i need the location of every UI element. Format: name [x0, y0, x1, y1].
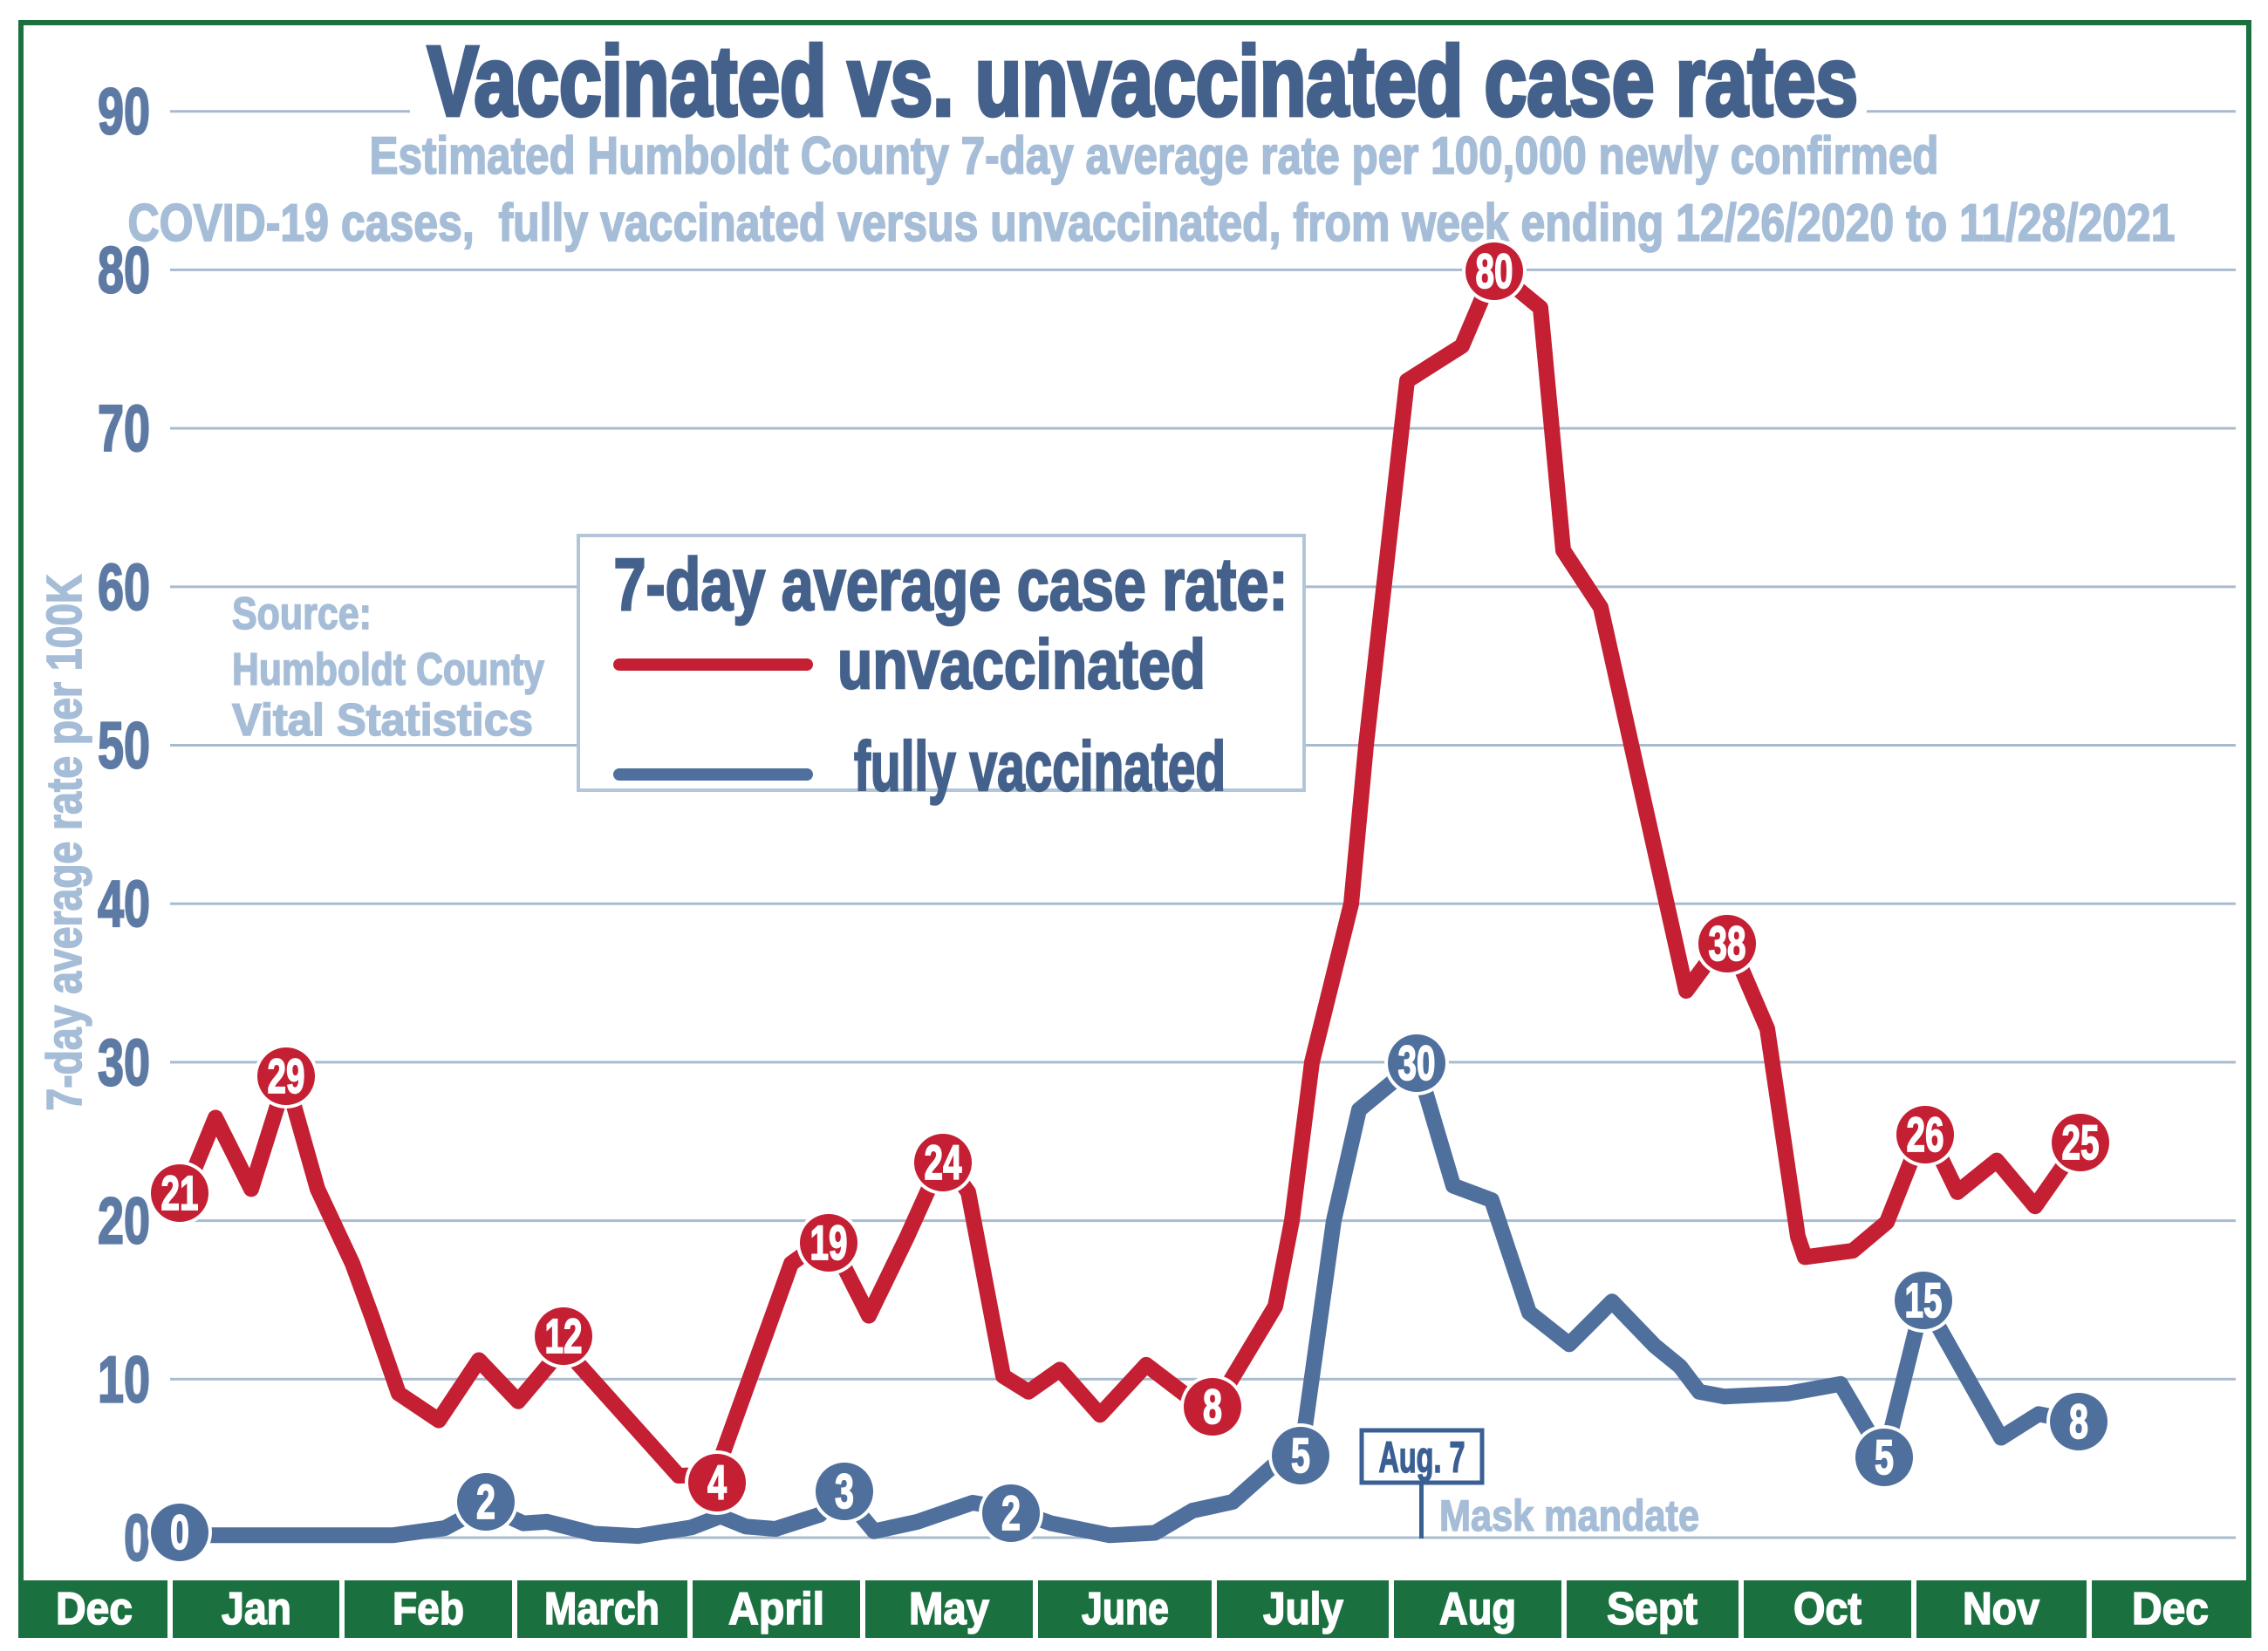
- svg-text:Humboldt County: Humboldt County: [232, 645, 544, 695]
- svg-text:Oct: Oct: [1793, 1584, 1862, 1634]
- svg-text:21: 21: [161, 1165, 199, 1220]
- svg-text:7-day average rate per 100K: 7-day average rate per 100K: [37, 575, 92, 1111]
- svg-text:Mask mandate: Mask mandate: [1439, 1491, 1699, 1540]
- svg-text:4: 4: [707, 1455, 727, 1510]
- svg-text:10: 10: [98, 1342, 150, 1416]
- svg-text:24: 24: [925, 1135, 962, 1190]
- svg-text:Vaccinated vs. unvaccinated ca: Vaccinated vs. unvaccinated case rates: [427, 26, 1858, 136]
- svg-text:8: 8: [1203, 1379, 1222, 1434]
- svg-text:0: 0: [170, 1504, 189, 1559]
- svg-text:Aug: Aug: [1439, 1584, 1516, 1634]
- svg-text:80: 80: [98, 233, 150, 306]
- svg-text:Jan: Jan: [222, 1584, 291, 1634]
- svg-text:20: 20: [98, 1184, 150, 1258]
- svg-text:fully vaccinated: fully vaccinated: [854, 727, 1226, 805]
- svg-text:2: 2: [476, 1474, 495, 1529]
- svg-text:Estimated Humboldt County 7-da: Estimated Humboldt County 7-day average …: [370, 126, 1939, 185]
- svg-text:Source:: Source:: [232, 589, 372, 639]
- svg-text:Nov: Nov: [1963, 1584, 2039, 1634]
- svg-text:26: 26: [1907, 1107, 1944, 1162]
- svg-text:Aug. 7: Aug. 7: [1379, 1433, 1465, 1482]
- svg-text:5: 5: [1875, 1429, 1894, 1484]
- svg-text:April: April: [728, 1584, 824, 1634]
- svg-text:3: 3: [835, 1463, 854, 1518]
- svg-text:COVID-19 cases, fully vaccina: COVID-19 cases, fully vaccinated versus …: [128, 194, 2176, 252]
- svg-text:7-day average case rate:: 7-day average case rate:: [614, 543, 1288, 625]
- svg-text:March: March: [544, 1584, 659, 1634]
- svg-text:29: 29: [268, 1048, 305, 1103]
- svg-text:0: 0: [124, 1501, 150, 1574]
- svg-text:60: 60: [98, 550, 150, 624]
- svg-text:Vital Statistics: Vital Statistics: [232, 695, 533, 746]
- svg-text:Feb: Feb: [393, 1584, 464, 1634]
- svg-text:70: 70: [98, 392, 150, 465]
- svg-text:5: 5: [1291, 1428, 1310, 1483]
- svg-text:2: 2: [1001, 1485, 1021, 1540]
- svg-text:Dec: Dec: [2132, 1584, 2209, 1634]
- svg-text:Dec: Dec: [56, 1584, 133, 1634]
- svg-text:80: 80: [1476, 243, 1513, 298]
- svg-text:90: 90: [98, 75, 150, 148]
- svg-text:May: May: [909, 1584, 989, 1634]
- svg-text:unvaccinated: unvaccinated: [837, 625, 1206, 703]
- svg-text:30: 30: [98, 1026, 150, 1099]
- svg-text:25: 25: [2062, 1115, 2100, 1170]
- svg-text:15: 15: [1905, 1272, 1943, 1327]
- svg-text:19: 19: [810, 1215, 848, 1270]
- svg-text:Sept: Sept: [1607, 1584, 1698, 1634]
- svg-text:12: 12: [545, 1308, 583, 1363]
- svg-text:8: 8: [2069, 1394, 2088, 1449]
- svg-text:30: 30: [1398, 1035, 1436, 1090]
- svg-text:June: June: [1082, 1584, 1169, 1634]
- svg-text:50: 50: [98, 709, 150, 782]
- svg-text:40: 40: [98, 867, 150, 940]
- svg-text:July: July: [1263, 1584, 1343, 1634]
- svg-text:38: 38: [1709, 916, 1746, 971]
